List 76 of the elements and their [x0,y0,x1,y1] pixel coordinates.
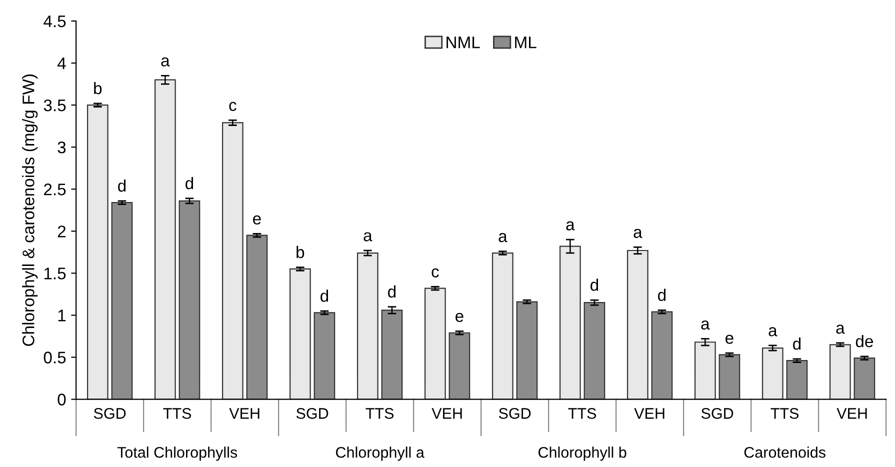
bar [246,234,268,400]
bar [584,302,606,400]
data-label: c [229,102,236,112]
y-tick-label: 0.5 [44,352,66,364]
bar [178,200,200,400]
data-label: e [726,334,734,344]
text: Chlorophyll a [336,446,424,461]
legend-label: NML [446,36,480,48]
x-tick-label: VEH [634,408,664,419]
bar [356,252,378,400]
bar [786,360,808,400]
x-tick-label: SGD [701,408,734,419]
bar [694,342,716,400]
x-tick-label: TTS [366,408,394,419]
x-tick-label: VEH [432,408,462,419]
data-label: a [768,327,778,336]
bar [289,268,311,400]
bar [222,122,244,400]
data-label: d [118,179,126,192]
text: Total Chlorophylls [117,446,238,461]
bar [448,332,470,400]
y-tick-label: 3.5 [44,99,66,112]
data-label: a [498,233,508,242]
x-tick-label: TTS [568,408,596,419]
data-label: d [388,285,396,298]
data-label: b [94,82,102,94]
data-label: d [186,176,194,190]
bar [762,347,784,400]
y-tick-label: 3 [58,142,66,154]
x-tick-label: SGD [296,408,328,419]
data-label: a [701,320,710,330]
bar [559,246,581,400]
data-label: d [590,278,598,291]
y-tick-label: 2.5 [44,184,66,196]
text: Chlorophyll b [538,446,626,461]
x-tick-label: VEH [836,408,867,419]
x-tick-label: SGD [94,408,126,419]
bar [516,301,538,400]
data-label: d [793,338,801,350]
bar [381,310,403,400]
bar [154,79,176,400]
y-tick-label: 4 [57,58,66,70]
bar [111,202,133,400]
y-tick-label: 4.5 [44,16,66,28]
data-label: a [364,232,372,242]
data-label: a [161,57,170,66]
x-tick-label: VEH [229,408,260,419]
bar [829,344,851,400]
data-label: e [456,312,464,322]
y-tick-label: 2 [58,226,66,238]
text: Carotenoids [744,446,826,458]
bar [86,104,108,400]
data-label: c [432,268,439,278]
bar [314,312,336,400]
legend-label: ML [515,36,536,48]
y-tick-label: 1 [58,310,66,322]
data-label: a [634,228,642,238]
data-label: a [566,221,575,230]
x-tick-label: TTS [770,408,799,419]
data-label: de [856,334,873,348]
bar [651,311,673,400]
bar [424,288,446,400]
bar [492,252,514,400]
data-label: d [320,290,328,302]
data-label: b [296,246,304,258]
y-axis-title: Chlorophyll & carotenoids (mg/g FW) [22,74,38,346]
data-label: d [658,288,666,302]
data-label: a [836,324,845,334]
bar [718,354,740,400]
bar [626,250,648,400]
data-label: e [253,215,261,225]
x-tick-label: TTS [163,408,192,419]
bar [854,358,876,400]
y-tick-label: 1.5 [44,268,66,280]
y-tick-label: 0 [58,394,66,406]
x-tick-label: SGD [498,408,531,419]
